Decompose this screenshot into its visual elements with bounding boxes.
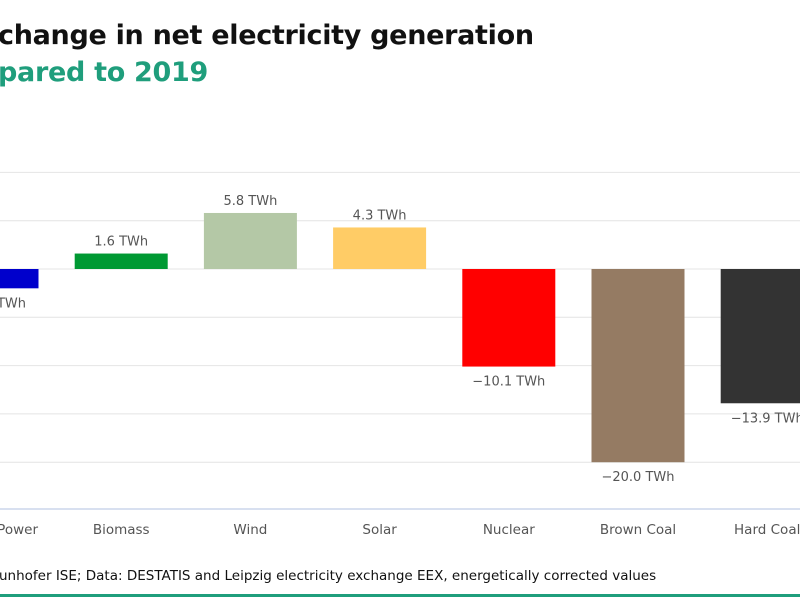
data-label: −13.9 TWh: [731, 411, 800, 426]
bar-wind: [203, 212, 297, 269]
x-tick-label: Power: [0, 522, 38, 538]
bar-brown-coal: [591, 269, 685, 463]
x-tick-label: Biomass: [93, 522, 150, 538]
bar-chart: TWh Power 1.6 TWh Biomass 5.8 TWh Wind 4.3 TWh…: [0, 171, 800, 538]
x-tick-label: Brown Coal: [600, 522, 676, 538]
data-label: −20.0 TWh: [601, 470, 674, 485]
bar-power: [0, 269, 39, 289]
chart-subtitle: pared to 2019: [0, 57, 209, 88]
x-tick-label: Wind: [233, 522, 267, 538]
data-label: 1.6 TWh: [94, 235, 148, 250]
bar-solar: [333, 227, 427, 269]
data-label: 5.8 TWh: [223, 194, 277, 209]
data-label: 4.3 TWh: [353, 208, 407, 223]
bar-nuclear: [462, 269, 556, 367]
data-label: −10.1 TWh: [472, 375, 545, 390]
x-tick-label: Hard Coal: [734, 522, 800, 538]
bar-biomass: [74, 253, 168, 269]
data-label: TWh: [0, 296, 26, 311]
chart-title: change in net electricity generation: [0, 20, 534, 51]
source-note: unhofer ISE; Data: DESTATIS and Leipzig …: [0, 568, 657, 584]
footer-divider: [0, 594, 800, 597]
bar-hard-coal: [720, 269, 800, 404]
x-tick-label: Solar: [362, 522, 397, 538]
x-tick-label: Nuclear: [483, 522, 535, 538]
